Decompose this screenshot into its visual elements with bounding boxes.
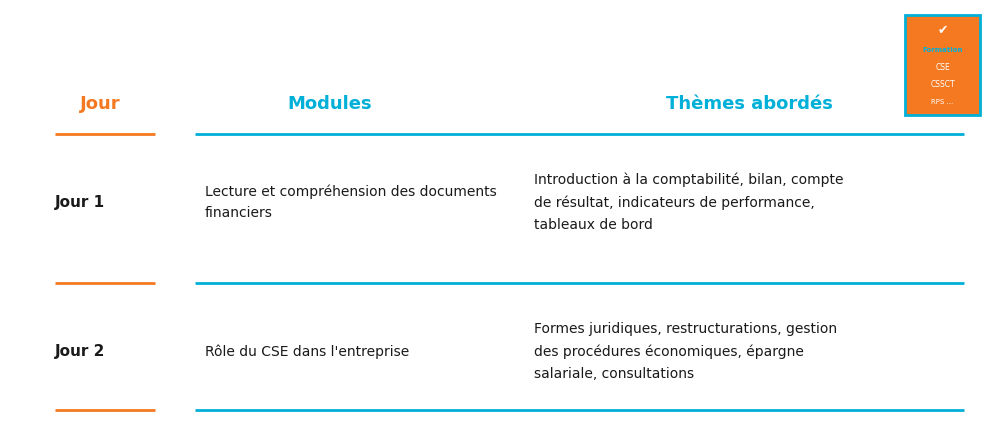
Text: Modules: Modules: [288, 95, 372, 113]
Text: CSE: CSE: [935, 63, 950, 72]
Text: Lecture et compréhension des documents
financiers: Lecture et compréhension des documents f…: [205, 184, 497, 220]
Text: Introduction à la comptabilité, bilan, compte
de résultat, indicateurs de perfor: Introduction à la comptabilité, bilan, c…: [534, 173, 844, 232]
Text: Rôle du CSE dans l'entreprise: Rôle du CSE dans l'entreprise: [205, 344, 409, 359]
Text: Formation: Formation: [922, 47, 963, 53]
Text: RPS ...: RPS ...: [931, 99, 954, 105]
Text: Formes juridiques, restructurations, gestion
des procédures économiques, épargne: Formes juridiques, restructurations, ges…: [534, 322, 837, 380]
Text: Thèmes abordés: Thèmes abordés: [665, 95, 833, 113]
Text: CSSCT: CSSCT: [930, 81, 955, 89]
Text: Jour 1: Jour 1: [55, 195, 105, 210]
FancyBboxPatch shape: [905, 15, 980, 115]
Text: Jour 2: Jour 2: [55, 344, 105, 359]
Text: ✔: ✔: [937, 24, 948, 37]
Text: Jour: Jour: [80, 95, 120, 113]
